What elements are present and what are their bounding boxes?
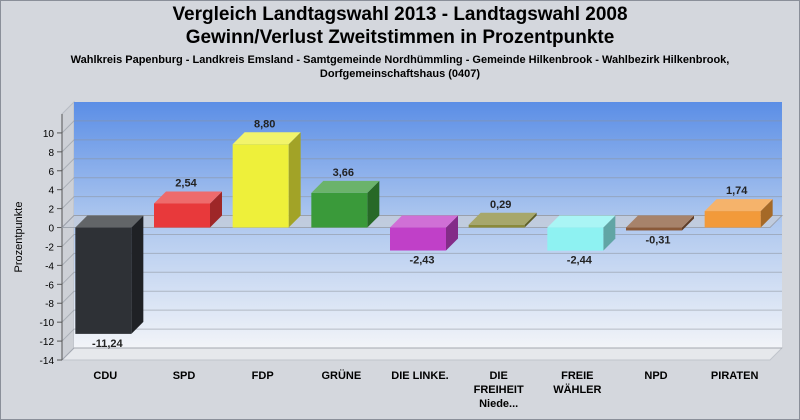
bar <box>468 224 525 228</box>
data-label: 0,29 <box>490 199 511 211</box>
bar <box>704 211 761 228</box>
y-tick-label: -8 <box>45 299 54 310</box>
chart-title-line-2: Gewinn/Verlust Zweitstimmen in Prozentpu… <box>185 27 615 48</box>
bar <box>547 227 604 251</box>
gridline <box>61 120 782 134</box>
gridline <box>61 233 782 247</box>
bar-side <box>760 199 773 228</box>
chart-subtitle-line-2: Dorfgemeinschaftshaus (0407) <box>319 68 481 80</box>
bar-top <box>232 132 301 145</box>
bar <box>626 227 682 231</box>
bar-side <box>367 180 380 228</box>
category-label: FREIE <box>561 370 593 382</box>
gridline <box>61 139 782 153</box>
y-tick-label: 8 <box>48 148 54 159</box>
category-label: DIE LINKE. <box>391 370 448 382</box>
category-label: CDU <box>93 370 117 382</box>
gridline <box>61 309 782 323</box>
y-tick-label: 6 <box>48 167 54 178</box>
y-tick-label: -14 <box>40 356 55 367</box>
data-label: -0,31 <box>645 234 670 246</box>
bar-top <box>547 215 616 228</box>
plot-floor <box>60 347 784 361</box>
y-tick-label: 2 <box>48 205 54 216</box>
bar-side <box>446 215 458 251</box>
bar-top <box>626 215 694 228</box>
data-label: 3,66 <box>333 167 354 179</box>
bar-top <box>311 180 380 193</box>
bar-top <box>75 215 144 228</box>
data-label: -2,44 <box>567 255 593 267</box>
category-label: DIE <box>489 370 507 382</box>
y-tick-label: -2 <box>45 242 54 253</box>
chart-subtitle-line-1: Wahlkreis Papenburg - Landkreis Emsland … <box>70 54 730 66</box>
gridline <box>61 177 782 191</box>
bar <box>390 227 446 251</box>
gridline <box>61 271 782 285</box>
gridline <box>61 347 782 361</box>
category-label: FREIHEIT <box>474 384 524 396</box>
bar-top <box>704 199 773 212</box>
bar-side <box>603 215 616 251</box>
bar-side <box>210 191 222 228</box>
data-label: -11,24 <box>92 338 123 350</box>
chart-title-line-1: Vergleich Landtagswahl 2013 - Landtagswa… <box>172 4 628 25</box>
y-tick-label: -4 <box>45 261 54 272</box>
y-tick-label: 0 <box>48 224 54 235</box>
category-label: PIRATEN <box>711 370 759 382</box>
bar-side <box>131 215 144 334</box>
gridline <box>61 328 782 342</box>
gridline <box>61 158 782 172</box>
gridline <box>61 290 782 304</box>
bar <box>154 203 210 228</box>
y-axis-label: Prozentpunkte <box>13 202 25 273</box>
y-tick-label: -6 <box>45 280 54 291</box>
data-label: 1,74 <box>726 185 748 197</box>
bar-top <box>390 215 458 228</box>
data-label: -2,43 <box>409 255 434 267</box>
bar-side <box>524 212 537 228</box>
gridline <box>61 252 782 266</box>
category-label: WÄHLER <box>553 383 601 396</box>
data-label: 2,54 <box>175 178 197 190</box>
category-label: NPD <box>644 370 667 382</box>
category-label: Niede... <box>479 398 518 410</box>
bar-top <box>154 191 222 204</box>
data-label: 8,80 <box>254 118 275 130</box>
bar-side <box>682 215 694 231</box>
category-label: GRÜNE <box>321 369 361 382</box>
bar-side <box>288 132 301 228</box>
bar-top <box>468 212 537 225</box>
bar <box>311 192 368 228</box>
gridline <box>61 196 782 209</box>
bar <box>232 144 289 228</box>
category-label: SPD <box>173 370 196 382</box>
bar <box>75 227 132 334</box>
plot-side-wall <box>61 100 75 362</box>
y-tick-label: -12 <box>40 337 55 348</box>
y-tick-label: 4 <box>48 186 54 197</box>
y-tick-label: 10 <box>43 129 55 140</box>
category-label: FDP <box>252 370 274 382</box>
y-tick-label: -10 <box>40 318 55 329</box>
